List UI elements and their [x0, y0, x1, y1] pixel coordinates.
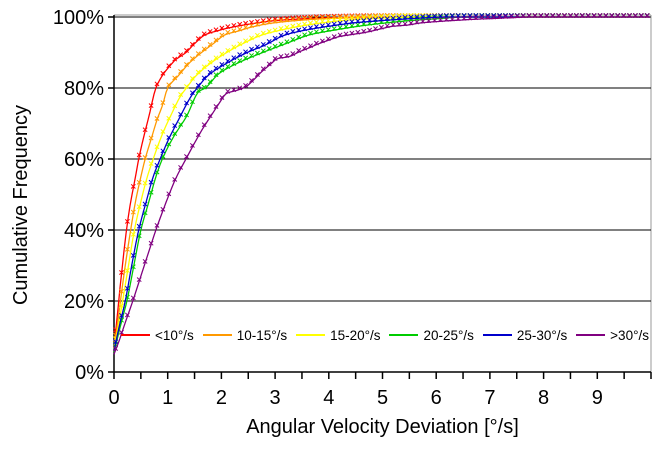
x-tick-label: 8 [538, 387, 549, 409]
legend-swatch-icon [296, 334, 326, 336]
x-tick-label: 0 [108, 387, 119, 409]
series-line-1 [113, 16, 650, 348]
series-line-0 [113, 16, 650, 344]
x-tick-label: 9 [592, 387, 603, 409]
y-tick-label: 40% [64, 220, 104, 242]
legend-label: 15-20°/s [330, 327, 381, 343]
y-tick-label: 60% [64, 149, 104, 171]
y-tick-label: 100% [53, 7, 104, 29]
y-tick-label: 80% [64, 78, 104, 100]
legend-label: <10°/s [155, 327, 194, 343]
x-tick-label: 4 [323, 387, 334, 409]
series-markers-1 [113, 13, 650, 338]
x-axis-title: Angular Velocity Deviation [°/s] [246, 416, 519, 438]
x-tick-label: 6 [431, 387, 442, 409]
legend-label: 20-25°/s [423, 327, 474, 343]
series-line-5 [113, 16, 650, 355]
x-tick-label: 3 [270, 387, 281, 409]
x-tick-label: 7 [484, 387, 495, 409]
legend-label: 10-15°/s [236, 327, 288, 343]
x-tick-label: 2 [216, 387, 227, 409]
legend-swatch-icon [576, 334, 606, 336]
series-markers-2 [113, 13, 650, 342]
series-markers-5 [113, 13, 650, 351]
series-markers-3 [113, 13, 650, 347]
legend-label: >30°/s [610, 327, 649, 343]
x-tick-label: 5 [377, 387, 388, 409]
legend-item-3: 20-25°/s [389, 327, 474, 343]
x-tick-label: 1 [162, 387, 173, 409]
legend-item-4: 25-30°/s [482, 327, 568, 343]
legend-swatch-icon [389, 334, 419, 336]
series-line-3 [113, 16, 650, 353]
legend-swatch-icon [482, 334, 512, 336]
legend-label: 25-30°/s [516, 327, 568, 343]
legend-swatch-icon [121, 334, 150, 336]
legend-item-1: 10-15°/s [202, 327, 288, 343]
legend-item-0: <10°/s [121, 328, 194, 343]
series-markers-4 [113, 13, 650, 345]
series-line-2 [113, 16, 650, 350]
legend-item-5: >30°/s [576, 328, 649, 343]
legend-item-2: 15-20°/s [296, 327, 381, 343]
y-tick-label: 0% [75, 362, 104, 384]
legend: <10°/s 10-15°/s 15-20°/s 20-25°/s 25-30°/s >3… [121, 326, 649, 344]
y-axis-title: Cumulative Frequency [10, 104, 32, 306]
legend-swatch-icon [202, 334, 232, 336]
y-tick-label: 20% [64, 291, 104, 313]
series-markers-0 [113, 13, 650, 333]
